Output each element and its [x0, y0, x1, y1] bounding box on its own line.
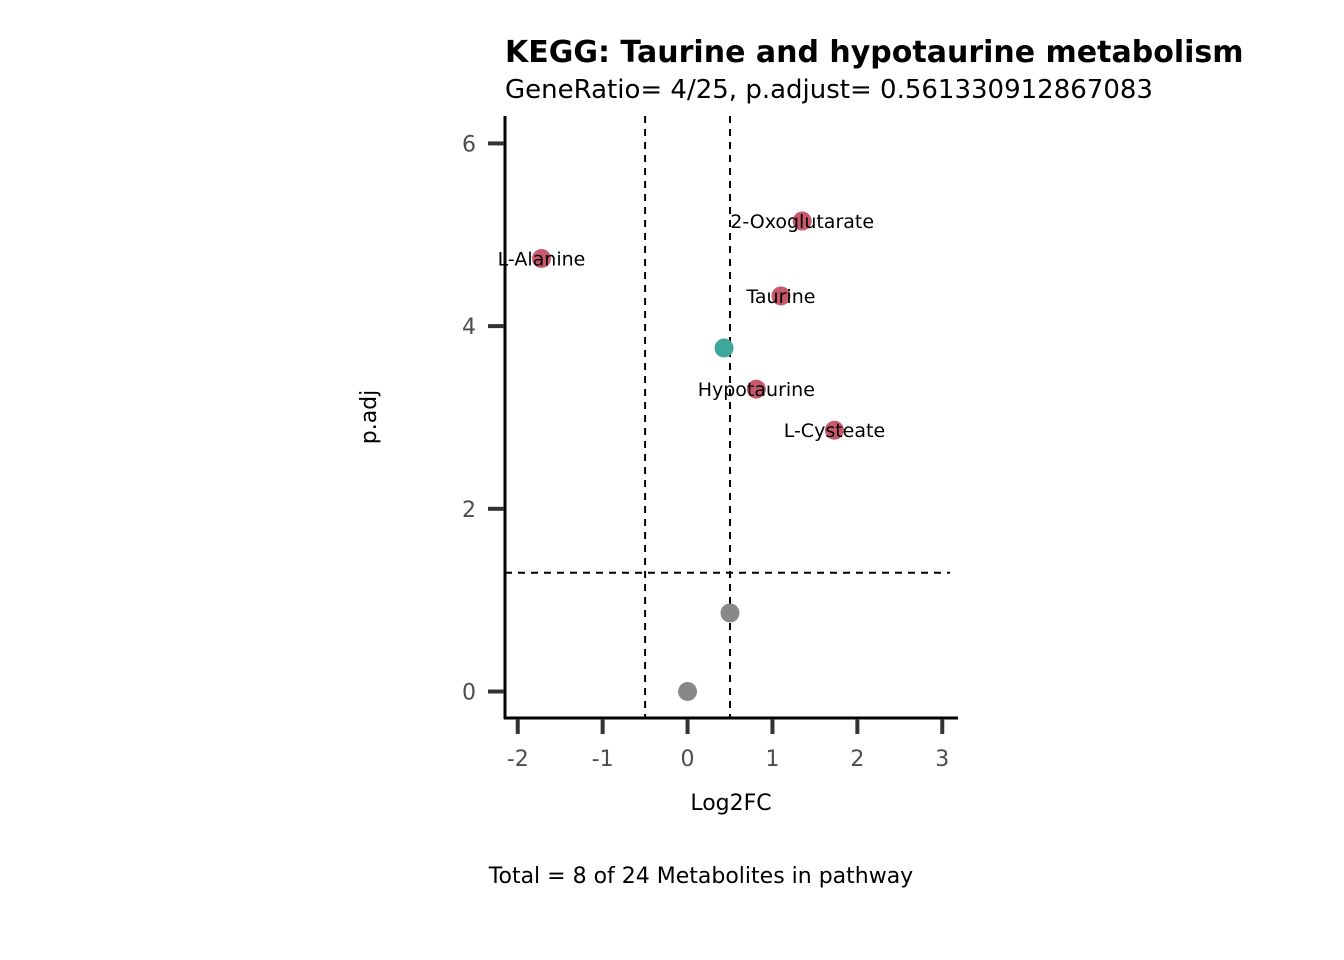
chart-caption: Total = 8 of 24 Metabolites in pathway	[488, 864, 913, 889]
point-label: L-Alanine	[498, 249, 586, 271]
x-tick-label: 3	[935, 747, 949, 772]
axes	[503, 116, 958, 720]
x-tick-label: -1	[592, 747, 614, 772]
data-point	[678, 682, 698, 702]
data-point	[746, 379, 766, 399]
data-points	[532, 211, 844, 702]
data-point	[792, 211, 812, 231]
point-label: 2-Oxoglutarate	[730, 211, 874, 233]
data-point	[532, 249, 552, 269]
threshold-lines	[505, 116, 950, 718]
point-label: L-Cysteate	[784, 420, 885, 442]
point-label: Hypotaurine	[698, 379, 815, 401]
y-tick-label: 4	[462, 315, 476, 340]
x-tick-label: 2	[850, 747, 864, 772]
data-point	[824, 420, 844, 440]
y-tick-label: 6	[462, 132, 476, 157]
x-tick-label: 0	[681, 747, 695, 772]
chart-subtitle: GeneRatio= 4/25, p.adjust= 0.56133091286…	[505, 75, 1153, 105]
data-point	[714, 338, 734, 358]
y-tick-label: 0	[462, 681, 476, 706]
x-tick-label: 1	[765, 747, 779, 772]
y-ticks: 0 2 4 6	[462, 132, 504, 706]
y-axis-title: p.adj	[357, 390, 382, 445]
data-point	[720, 603, 740, 623]
y-tick-label: 2	[462, 498, 476, 523]
x-axis-title: Log2FC	[690, 791, 771, 816]
x-ticks: -2 -1 0 1 2 3	[507, 719, 949, 772]
data-point	[771, 286, 791, 306]
chart-title: KEGG: Taurine and hypotaurine metabolism	[505, 35, 1244, 70]
x-tick-label: -2	[507, 747, 529, 772]
point-label: Taurine	[745, 286, 815, 308]
point-labels: 2-Oxoglutarate L-Alanine Taurine Hypotaurin…	[498, 211, 885, 442]
